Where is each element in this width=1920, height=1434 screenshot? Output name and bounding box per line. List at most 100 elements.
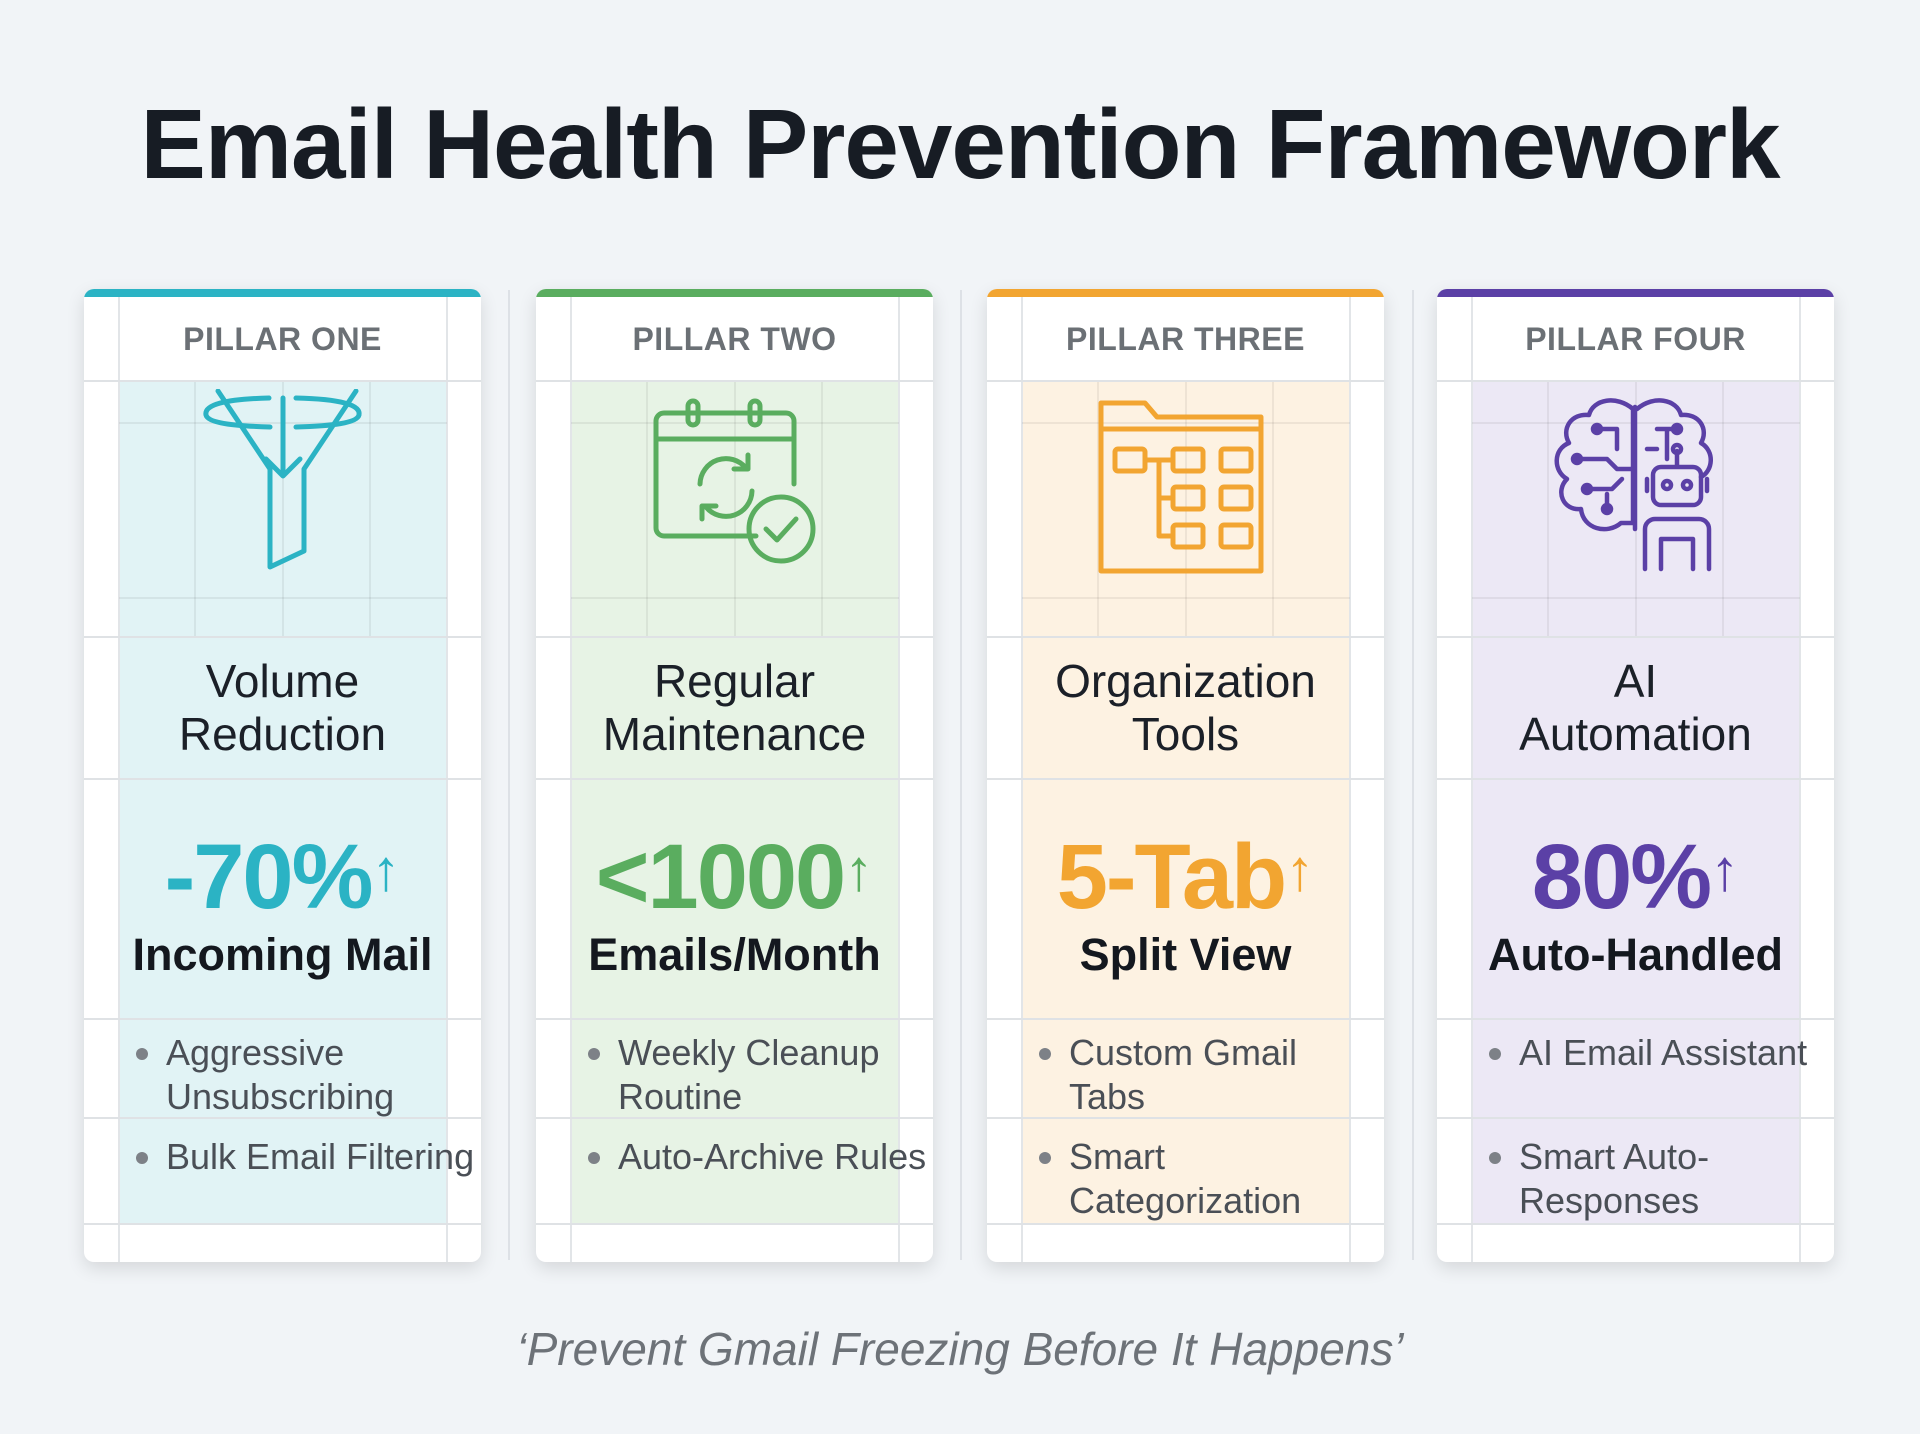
stat-value: <1000	[595, 826, 846, 928]
row-line	[987, 380, 1384, 382]
card-tint	[119, 381, 447, 1223]
bullet-dot-icon	[1489, 1152, 1501, 1164]
grid-line	[194, 381, 196, 637]
bullet-dot-icon	[588, 1152, 600, 1164]
row-line	[1437, 1223, 1834, 1225]
bullet-item: Auto-Archive Rules	[580, 1135, 929, 1179]
pillar-name-line: Organization	[1055, 655, 1316, 707]
row-line	[987, 636, 1384, 638]
arrow-up-icon: ↑	[1285, 838, 1315, 903]
row-line	[1437, 778, 1834, 780]
grid-line	[1022, 422, 1350, 424]
bullet-text: Custom Gmail Tabs	[1069, 1032, 1298, 1117]
pillar-name-line: Volume	[205, 655, 360, 707]
page-title: Email Health Prevention Framework	[140, 89, 1781, 199]
pillar-label: PILLAR THREE	[1066, 320, 1305, 357]
row-line	[1437, 1117, 1834, 1119]
bullet-item: Weekly Cleanup Routine	[580, 1031, 929, 1119]
grid-line	[1547, 381, 1549, 637]
grid-line	[282, 381, 284, 637]
arrow-up-icon: ↑	[371, 838, 401, 903]
pillar-card: PILLAR ONE Volume Reduction -70%↑ Incomin…	[84, 289, 481, 1262]
row-line	[1437, 380, 1834, 382]
bullet-item: Custom Gmail Tabs	[1031, 1031, 1380, 1119]
bullet-item: AI Email Assistant	[1481, 1031, 1830, 1075]
brain-robot-icon	[1537, 389, 1735, 579]
calendar-sync-check-icon	[636, 389, 834, 579]
bullet-dot-icon	[588, 1048, 600, 1060]
pillar-label: PILLAR TWO	[632, 320, 837, 357]
row-line	[987, 1018, 1384, 1020]
folder-tree-icon	[1087, 389, 1285, 579]
grid-line	[571, 422, 899, 424]
stat-caption: Incoming Mail	[132, 929, 433, 980]
pillar-name-line: Tools	[1131, 708, 1240, 760]
grid-line	[1097, 381, 1099, 637]
pillar-name-line: Automation	[1519, 708, 1752, 760]
grid-line	[1272, 381, 1274, 637]
row-line	[84, 1117, 481, 1119]
accent-bar	[1437, 289, 1834, 297]
bullet-text: Auto-Archive Rules	[618, 1136, 927, 1177]
tagline: ‘Prevent Gmail Freezing Before It Happen…	[516, 1323, 1404, 1375]
row-line	[987, 1117, 1384, 1119]
row-line	[536, 636, 933, 638]
grid-line	[119, 597, 447, 599]
bullet-item: Smart Auto-Responses	[1481, 1135, 1830, 1223]
pillar-stat: -70%↑ Incoming Mail	[84, 779, 481, 1019]
row-line	[987, 1223, 1384, 1225]
bullet-text: Bulk Email Filtering	[166, 1136, 475, 1177]
row-line	[536, 778, 933, 780]
pillar-stat: <1000↑ Emails/Month	[536, 779, 933, 1019]
grid-line	[646, 381, 648, 637]
row-line	[84, 778, 481, 780]
pillar-card: PILLAR TWO Regular Maintenance <1000↑ Ema…	[536, 289, 933, 1262]
row-line	[987, 778, 1384, 780]
pillar-name-line: Regular	[653, 655, 816, 707]
bullet-dot-icon	[136, 1152, 148, 1164]
funnel-icon	[184, 388, 382, 579]
pillar-name: Organization Tools	[987, 637, 1384, 779]
bullet-item: Smart Categorization	[1031, 1135, 1380, 1223]
pillar-card: PILLAR THREE Organization Tools 5-Tab↑ Sp…	[987, 289, 1384, 1262]
row-line	[536, 380, 933, 382]
stat-caption: Split View	[1079, 929, 1292, 980]
bullet-dot-icon	[1039, 1048, 1051, 1060]
bullet-item: Bulk Email Filtering	[128, 1135, 477, 1179]
divider	[1412, 290, 1414, 1260]
stat-value: 5-Tab	[1056, 826, 1288, 928]
bullet-text: Aggressive Unsubscribing	[166, 1032, 395, 1117]
stat-value: -70%	[164, 826, 374, 928]
pillar-name: AI Automation	[1437, 637, 1834, 779]
bullet-item: Aggressive Unsubscribing	[128, 1031, 477, 1119]
card-tint	[1022, 381, 1350, 1223]
bullet-dot-icon	[136, 1048, 148, 1060]
pillar-card: PILLAR FOUR AI Automation 80%↑ Auto-Handl…	[1437, 289, 1834, 1262]
row-line	[84, 1018, 481, 1020]
bullet-dot-icon	[1039, 1152, 1051, 1164]
accent-bar	[536, 289, 933, 297]
pillar-stat: 5-Tab↑ Split View	[987, 779, 1384, 1019]
bullet-text: AI Email Assistant	[1519, 1032, 1808, 1073]
grid-line	[734, 381, 736, 637]
card-tint	[571, 381, 899, 1223]
pillar-stat: 80%↑ Auto-Handled	[1437, 779, 1834, 1019]
row-line	[536, 1018, 933, 1020]
divider	[508, 290, 510, 1260]
row-line	[84, 380, 481, 382]
grid-line	[369, 381, 371, 637]
arrow-up-icon: ↑	[844, 838, 874, 903]
pillar-label: PILLAR ONE	[183, 320, 382, 357]
accent-bar	[84, 289, 481, 297]
bullet-dot-icon	[1489, 1048, 1501, 1060]
pillar-name-line: Maintenance	[602, 708, 867, 760]
grid-line	[821, 381, 823, 637]
row-line	[536, 1223, 933, 1225]
row-line	[84, 1223, 481, 1225]
pillar-name: Volume Reduction	[84, 637, 481, 779]
row-line	[1437, 636, 1834, 638]
row-line	[536, 1117, 933, 1119]
grid-line	[1722, 381, 1724, 637]
grid-line	[1472, 597, 1800, 599]
row-line	[84, 636, 481, 638]
